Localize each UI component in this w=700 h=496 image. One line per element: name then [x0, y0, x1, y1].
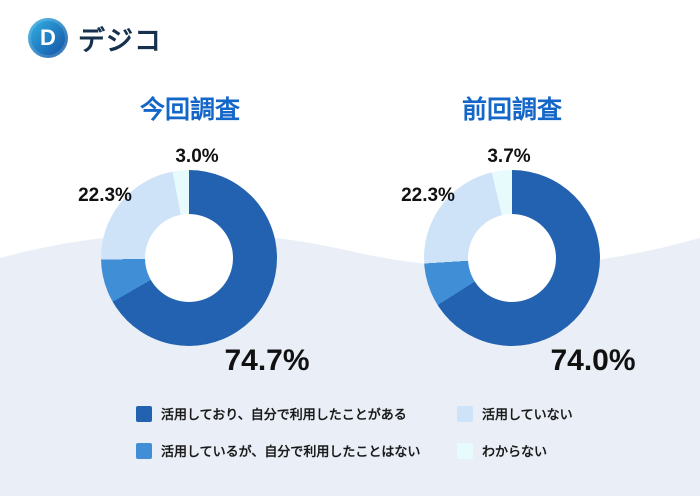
legend-label: 活用していない: [482, 407, 573, 422]
legend-swatch-pale-cyan-icon: [457, 442, 473, 459]
legend-item-unknown: わからない: [457, 441, 547, 460]
label-active-percent-previous: 74.0%: [550, 344, 636, 377]
label-active-percent-current: 74.7%: [224, 344, 310, 377]
chart-title-current: 今回調査: [139, 96, 240, 124]
donut-chart-previous: [424, 170, 600, 346]
digico-logo: D デジコ: [28, 18, 162, 58]
legend-label: 活用しているが、自分で利用したことはない: [161, 444, 421, 459]
legend-item-active-not-used: 活用しているが、自分で利用したことはない: [136, 441, 420, 460]
label-not-using-percent-current: 22.3%: [78, 185, 132, 206]
legend-item-active-used: 活用しており、自分で利用したことがある: [136, 404, 407, 423]
donut-chart-current: [101, 170, 277, 346]
legend-label: わからない: [482, 444, 548, 459]
label-unknown-percent-current: 3.0%: [175, 146, 219, 167]
donut-hole: [468, 214, 556, 302]
label-not-using-percent-previous: 22.3%: [401, 185, 455, 206]
label-unknown-percent-previous: 3.7%: [487, 146, 531, 167]
chart-title-previous: 前回調査: [461, 96, 562, 124]
donut-hole: [145, 214, 233, 302]
digico-logo-text: デジコ: [78, 25, 162, 56]
legend-swatch-light-blue-icon: [457, 405, 473, 422]
legend-label: 活用しており、自分で利用したことがある: [161, 407, 407, 422]
legend-swatch-medium-blue-icon: [136, 442, 152, 459]
legend-item-not-using: 活用していない: [457, 404, 573, 423]
legend-swatch-dark-blue-icon: [136, 405, 152, 422]
digico-logo-icon: D: [28, 18, 68, 58]
